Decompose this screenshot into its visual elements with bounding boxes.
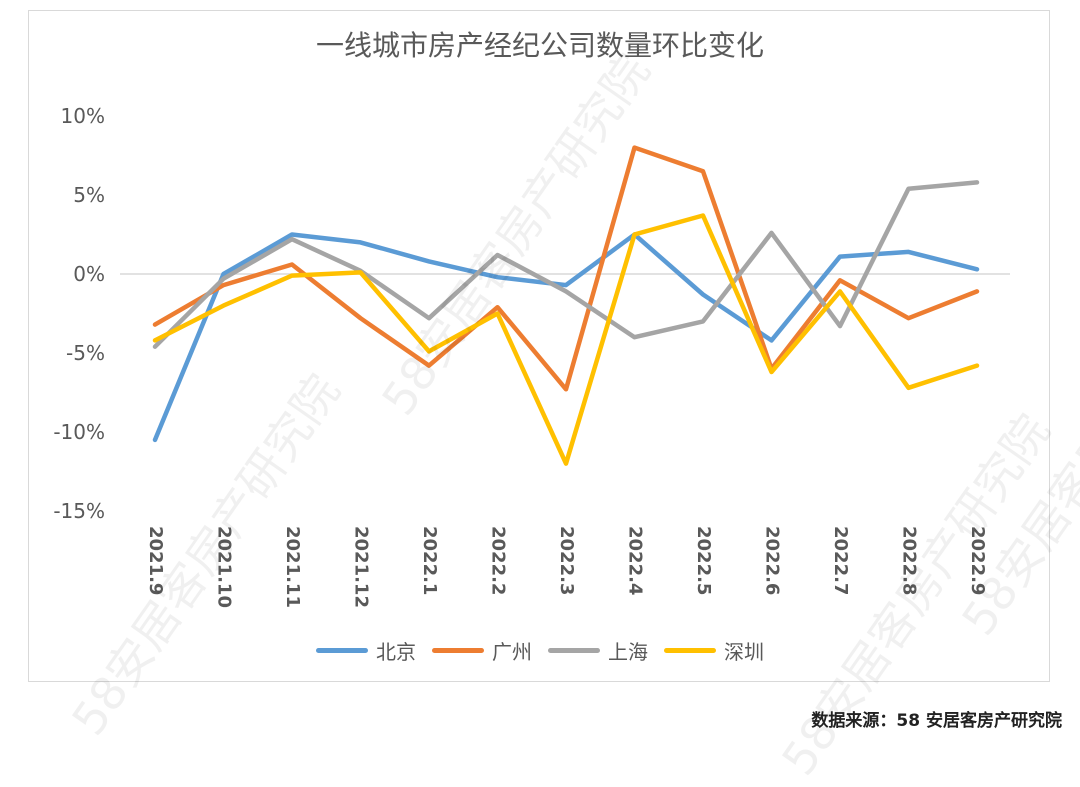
series-line-1 — [152, 232, 980, 443]
chart-title: 一线城市房产经纪公司数量环比变化 — [315, 29, 764, 62]
legend-item: 北京 — [316, 636, 416, 665]
legend-label: 广州 — [492, 640, 532, 664]
legend-item: 广州 — [432, 636, 532, 665]
x-tick-label: 2022.9 — [967, 526, 988, 595]
y-tick-label: 5% — [73, 183, 105, 207]
x-tick-label: 2022.6 — [762, 526, 783, 595]
legend-swatch — [664, 648, 716, 653]
data-source-note: 数据来源：58 安居客房产研究院 — [811, 711, 1062, 731]
x-tick-label: 2022.5 — [693, 526, 714, 595]
y-tick-label: -5% — [66, 341, 105, 365]
legend-item: 上海 — [548, 636, 648, 665]
x-tick-label: 2021.10 — [214, 526, 235, 608]
x-tick-label: 2021.9 — [145, 526, 166, 595]
legend-item: 深圳 — [664, 636, 764, 665]
x-tick-label: 2022.8 — [899, 526, 920, 595]
legend-swatch — [548, 648, 600, 653]
x-tick-label: 2021.11 — [282, 526, 303, 608]
x-tick-label: 2022.2 — [488, 526, 509, 595]
y-tick-label: 0% — [73, 262, 105, 286]
x-tick-label: 2022.1 — [419, 526, 440, 595]
legend-swatch — [316, 648, 368, 653]
x-tick-label: 2021.12 — [351, 526, 372, 608]
legend-swatch — [432, 648, 484, 653]
y-tick-label: -10% — [53, 420, 105, 444]
y-tick-label: 10% — [61, 104, 105, 128]
y-tick-label: -15% — [53, 499, 105, 523]
x-tick-label: 2022.7 — [830, 526, 851, 595]
x-tick-label: 2022.4 — [625, 526, 646, 595]
line-chart: 10% 5% 0% -5% -10% -15% 2021.9 2021.10 2021.11 20… — [53, 104, 1010, 608]
series-line-3 — [152, 180, 980, 349]
chart-legend: 北京 广州 上海 深圳 — [0, 636, 1080, 665]
legend-label: 上海 — [608, 640, 648, 664]
series-line-4 — [152, 213, 980, 466]
x-tick-label: 2022.3 — [556, 526, 577, 595]
legend-label: 北京 — [376, 640, 416, 664]
series-line-2 — [152, 145, 980, 392]
legend-label: 深圳 — [724, 640, 764, 664]
